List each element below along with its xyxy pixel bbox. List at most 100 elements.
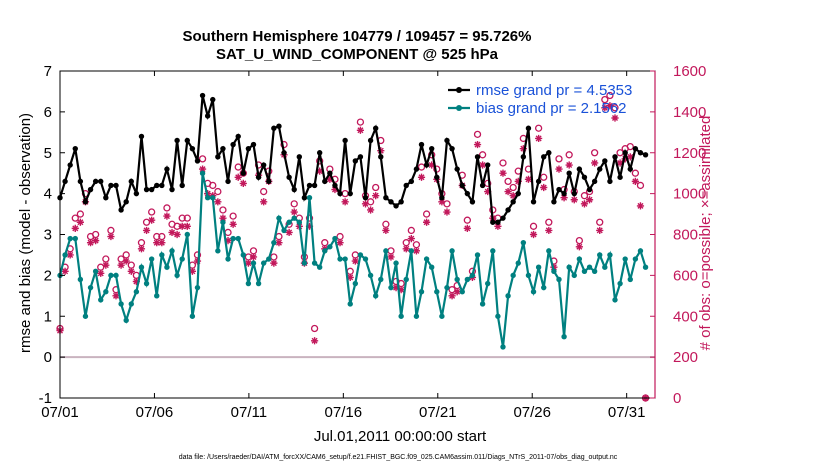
chart-title: Southern Hemisphere 104779 / 109457 = 95…	[183, 28, 532, 45]
rmse-point	[642, 152, 649, 158]
obs-assimilated-point	[178, 222, 186, 230]
rmse-point	[204, 113, 211, 119]
rmse-point	[108, 182, 114, 189]
obs-possible-point	[534, 124, 543, 132]
obs-assimilated-point	[224, 237, 232, 245]
bias-point	[230, 235, 236, 242]
y2-tick-label: 400	[673, 308, 698, 325]
rmse-point	[174, 137, 180, 144]
bias-point	[454, 276, 460, 283]
obs-assimilated-point	[76, 218, 84, 226]
obs-assimilated-point	[137, 245, 146, 253]
y-tick-label: 3	[44, 227, 52, 244]
rmse-point	[627, 166, 633, 172]
rmse-point	[515, 190, 521, 197]
obs-assimilated-point	[214, 198, 222, 206]
obs-assimilated-point	[448, 292, 456, 300]
obs-assimilated-point	[356, 126, 365, 134]
rmse-point	[367, 137, 374, 144]
rmse-point	[62, 178, 68, 185]
bias-point	[199, 170, 206, 176]
y-tick-label: 0	[44, 349, 52, 366]
rmse-point	[541, 154, 547, 160]
rmse-point	[118, 207, 124, 213]
rmse-point	[617, 174, 623, 180]
bias-point	[434, 289, 440, 295]
obs-assimilated-point	[346, 273, 354, 282]
obs-assimilated-point	[519, 145, 527, 153]
obs-assimilated-point	[351, 257, 359, 265]
rmse-point	[72, 145, 78, 152]
bias-point	[347, 301, 353, 307]
bias-point	[378, 276, 384, 283]
obs-assimilated-point	[438, 198, 446, 206]
rmse-point	[87, 186, 94, 193]
bias-point	[469, 272, 476, 279]
obs-assimilated-point	[173, 230, 181, 239]
obs-possible-point	[484, 179, 492, 188]
bias-point	[327, 244, 333, 250]
bias-point	[271, 239, 277, 246]
bias-point	[510, 272, 516, 279]
bias-point	[352, 280, 359, 287]
rmse-point	[281, 150, 287, 156]
obs-assimilated-point	[260, 198, 268, 206]
bias-point	[418, 289, 425, 295]
rmse-point	[388, 199, 394, 205]
obs-assimilated-point	[428, 161, 436, 169]
bias-point	[286, 219, 292, 225]
bias-point	[143, 280, 150, 287]
obs-assimilated-point	[142, 226, 151, 235]
bias-point	[220, 219, 226, 225]
bias-point	[332, 235, 338, 242]
obs-assimilated-point	[540, 183, 548, 192]
bias-point	[535, 264, 542, 270]
obs-possible-point	[417, 163, 426, 171]
rmse-point	[485, 162, 491, 168]
obs-assimilated-point	[473, 140, 482, 149]
obs-possible-point	[606, 91, 614, 100]
y2-tick-label: 1600	[673, 63, 706, 80]
rmse-point	[271, 125, 277, 131]
bias-point	[72, 235, 78, 242]
rmse-point	[637, 150, 644, 156]
rmse-point	[311, 182, 318, 189]
obs-assimilated-point	[66, 251, 74, 259]
bias-point	[67, 235, 73, 242]
bias-point	[174, 272, 180, 279]
obs-assimilated-point	[529, 230, 538, 239]
obs-possible-point	[214, 187, 222, 196]
y-tick-label: 2	[44, 267, 52, 284]
obs-assimilated-point	[270, 259, 278, 267]
rmse-point	[250, 141, 257, 148]
obs-possible-point	[372, 183, 380, 192]
bias-point	[184, 231, 190, 238]
bias-point	[612, 297, 618, 303]
obs-assimilated-point	[585, 196, 594, 204]
bias-point	[372, 293, 379, 299]
bias-point	[62, 252, 68, 258]
obs-possible-point	[590, 149, 599, 157]
bias-point	[398, 313, 404, 319]
rmse-point	[164, 166, 170, 172]
bias-point	[490, 248, 496, 254]
x-tick-label: 07/21	[419, 404, 457, 421]
legend-bias-marker	[456, 105, 462, 111]
x-tick-label: 07/26	[513, 404, 551, 421]
axes: 07/01 07/06 07/11 07/16 07/21 07/26 07/31-1012…	[39, 63, 707, 421]
rmse-point	[266, 178, 272, 185]
obs-assimilated-point	[372, 192, 380, 200]
obs-assimilated-point	[387, 253, 395, 261]
obs-assimilated-point	[244, 259, 252, 267]
legend-bias-label: bias grand pr = 2.1562	[476, 100, 627, 117]
obs-assimilated-point	[316, 167, 324, 175]
chart-subtitle: SAT_U_WIND_COMPONENT @ 525 hPa	[216, 46, 499, 63]
obs-assimilated-point	[163, 212, 171, 220]
obs-possible-point	[580, 192, 589, 200]
rmse-point	[602, 158, 608, 164]
rmse-point	[316, 150, 323, 156]
rmse-point	[571, 190, 577, 197]
obs-possible-point	[422, 210, 431, 218]
rmse-point	[495, 219, 501, 225]
obs-assimilated-point	[555, 165, 563, 173]
